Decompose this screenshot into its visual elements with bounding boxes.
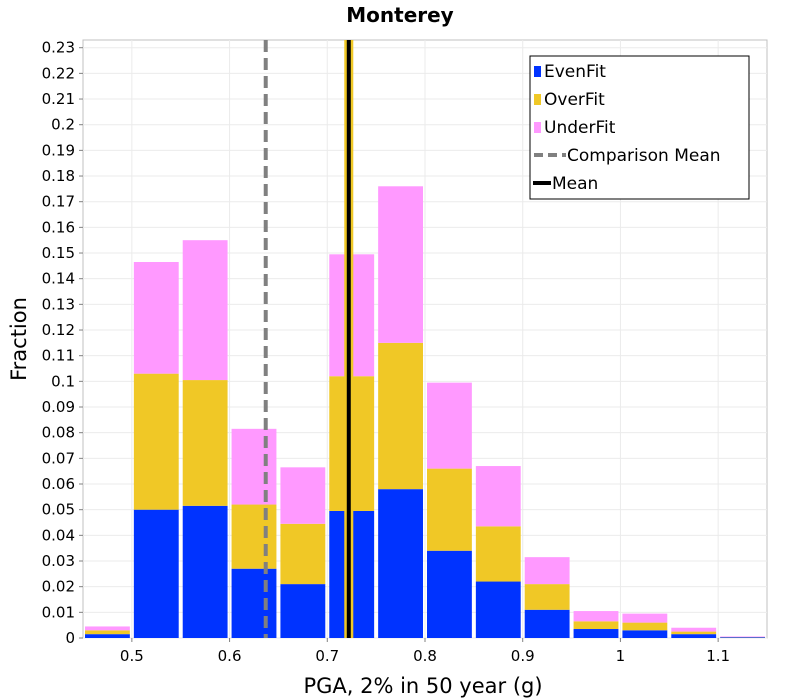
y-tick-label: 0.03	[42, 552, 75, 570]
bar-underfit	[182, 240, 228, 381]
reference-lines	[263, 40, 354, 638]
bar-underfit	[133, 262, 179, 374]
x-tick-label: 1	[616, 647, 626, 665]
bar-underfit	[231, 428, 277, 505]
legend-swatch-evenfit	[534, 66, 541, 77]
bar-stacks	[85, 186, 765, 638]
y-tick-label: 0.01	[42, 603, 75, 621]
y-tick-label: 0.12	[42, 321, 75, 339]
legend-label: Mean	[552, 174, 598, 194]
y-tick-label: 0.1	[51, 372, 75, 390]
y-tick-label: 0.17	[42, 193, 75, 211]
bar-evenfit	[671, 634, 717, 638]
bar-overfit	[182, 380, 228, 506]
bar-evenfit	[427, 550, 472, 638]
bar-overfit	[231, 504, 277, 569]
bar-underfit	[85, 626, 130, 631]
x-tick-label: 0.5	[120, 647, 144, 665]
x-axis-label: PGA, 2% in 50 year (g)	[303, 674, 542, 698]
y-tick-label: 0.14	[42, 270, 75, 288]
x-tick-label: 0.8	[413, 647, 437, 665]
y-tick-label: 0.06	[42, 475, 75, 493]
x-axis-ticks: 0.5 0.6 0.7 0.8 0.9 1 1.1	[120, 638, 730, 665]
bar-evenfit	[622, 630, 668, 638]
y-tick-label: 0	[65, 629, 75, 647]
bar-underfit	[573, 611, 619, 622]
y-tick-label: 0.2	[51, 116, 75, 134]
bar-evenfit	[85, 634, 130, 638]
bar-overfit	[622, 622, 668, 631]
y-tick-label: 0.02	[42, 578, 75, 596]
y-tick-label: 0.21	[42, 90, 75, 108]
bar-overfit	[378, 342, 423, 490]
y-tick-label: 0.13	[42, 295, 75, 313]
legend-box	[529, 55, 750, 200]
x-tick-label: 1.1	[706, 647, 730, 665]
legend-label: EvenFit	[544, 62, 606, 82]
bar-evenfit	[475, 581, 521, 638]
bar-evenfit	[378, 489, 423, 638]
y-tick-label: 0.08	[42, 424, 75, 442]
legend-label: OverFit	[544, 90, 605, 110]
bar-overfit	[475, 526, 521, 582]
bar-overfit	[671, 631, 717, 635]
legend-swatch-overfit	[534, 94, 541, 105]
bar-overfit	[427, 468, 472, 551]
bar-overfit	[133, 373, 179, 510]
chart-title: Monterey	[346, 3, 453, 27]
bar-underfit	[720, 636, 765, 637]
x-tick-label: 0.9	[511, 647, 535, 665]
y-tick-label: 0.11	[42, 347, 75, 365]
y-tick-label: 0.23	[42, 39, 75, 57]
bar-evenfit	[720, 637, 765, 638]
bar-evenfit	[573, 629, 619, 638]
y-tick-label: 0.16	[42, 218, 75, 236]
y-axis-ticks: 0 0.01 0.02 0.03 0.04 0.05 0.06 0.07 0.08 0.09 0.1…	[42, 39, 83, 647]
bar-underfit	[427, 382, 472, 469]
y-tick-label: 0.05	[42, 501, 75, 519]
y-tick-label: 0.04	[42, 526, 75, 544]
legend-swatch-underfit	[534, 122, 541, 133]
bar-overfit	[280, 523, 326, 585]
y-tick-label: 0.19	[42, 141, 75, 159]
y-tick-label: 0.15	[42, 244, 75, 262]
bar-evenfit	[133, 509, 179, 638]
legend: EvenFit OverFit UnderFit Comparison Mean Mea…	[529, 55, 750, 200]
bar-overfit	[85, 630, 130, 635]
bar-underfit	[475, 466, 521, 527]
bar-underfit	[671, 627, 717, 632]
bar-overfit	[524, 584, 570, 610]
legend-label: UnderFit	[544, 118, 616, 138]
bar-evenfit	[182, 505, 228, 638]
bar-underfit	[622, 613, 668, 623]
legend-label: Comparison Mean	[567, 146, 721, 166]
bar-underfit	[280, 467, 326, 524]
x-tick-label: 0.7	[315, 647, 339, 665]
y-tick-label: 0.18	[42, 167, 75, 185]
bar-evenfit	[524, 609, 570, 638]
y-tick-label: 0.22	[42, 64, 75, 82]
y-tick-label: 0.09	[42, 398, 75, 416]
bar-evenfit	[280, 584, 326, 638]
bar-evenfit	[231, 568, 277, 638]
bar-underfit	[524, 557, 570, 585]
y-tick-label: 0.07	[42, 449, 75, 467]
bar-underfit	[378, 186, 423, 343]
x-tick-label: 0.6	[218, 647, 242, 665]
bar-overfit	[573, 621, 619, 630]
y-axis-label: Fraction	[7, 297, 31, 381]
